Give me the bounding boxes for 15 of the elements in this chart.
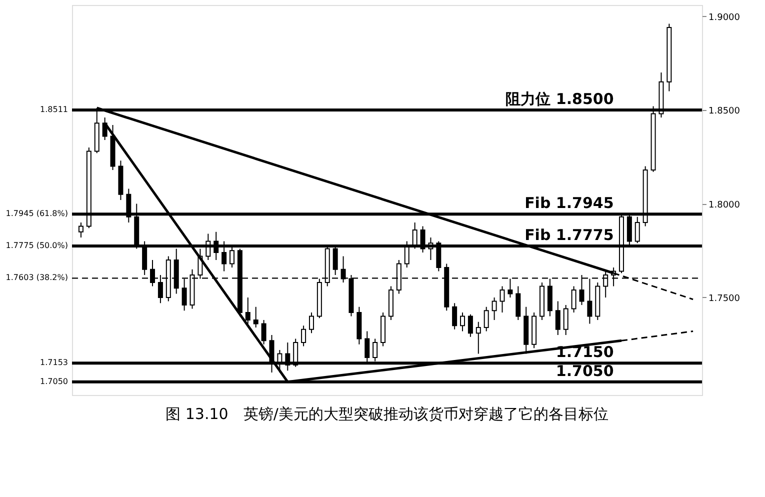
text: 1.7153 (40, 358, 68, 368)
text: 1.7945 (61.8%) (6, 209, 68, 218)
text: 图 13.10 英镑/美元的大型突破推动该货币对穿越了它的各目标位 (166, 405, 608, 423)
ref-line-label: 阻力位 1.8500 (506, 90, 614, 108)
ref-line-label: Fib 1.7945 (524, 194, 614, 212)
ref-line-label: 1.7050 (556, 362, 614, 380)
y-tick-label: 1.8500 (708, 106, 740, 116)
text: 1.7775 (50.0%) (6, 240, 68, 250)
y-tick-label: 1.9000 (708, 12, 740, 23)
y-tick-label: 1.8000 (708, 200, 740, 210)
text: 1.7603 (38.2%) (6, 273, 68, 282)
y-tick-label: 1.7500 (708, 294, 740, 304)
ref-line-label: Fib 1.7775 (524, 226, 614, 244)
text: 1.7050 (40, 376, 68, 386)
text: 1.8511 (40, 105, 68, 114)
